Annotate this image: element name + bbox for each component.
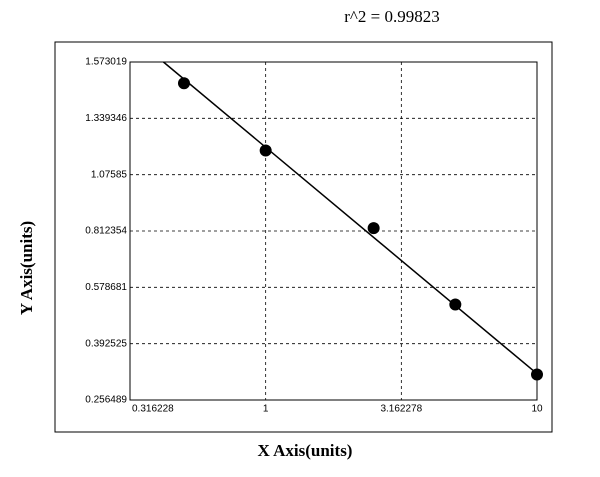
- data-point: [177, 77, 190, 90]
- data-point: [259, 144, 272, 157]
- y-tick-label: 0.392525: [85, 338, 127, 349]
- y-tick-label: 1.07585: [91, 169, 128, 180]
- y-tick-label: 1.573019: [85, 57, 127, 68]
- data-point: [449, 298, 462, 311]
- fit-line: [162, 61, 538, 375]
- chart-title: r^2 = 0.99823: [344, 7, 439, 26]
- data-point: [531, 368, 543, 381]
- y-tick-label: 0.256489: [85, 395, 127, 406]
- x-axis-label: X Axis(units): [258, 441, 353, 460]
- y-tick-label: 0.578681: [85, 282, 127, 293]
- y-tick-label: 1.339346: [85, 113, 127, 124]
- y-axis-label: Y Axis(units): [17, 221, 36, 315]
- frame: [54, 41, 553, 433]
- x-tick-label: 1: [263, 404, 269, 415]
- x-tick-label: 10: [531, 404, 543, 415]
- data-point: [367, 222, 380, 235]
- x-tick-label: 3.162278: [380, 404, 422, 415]
- x-tick-label: 0.316228: [132, 404, 174, 415]
- y-tick-label: 0.812354: [85, 226, 127, 237]
